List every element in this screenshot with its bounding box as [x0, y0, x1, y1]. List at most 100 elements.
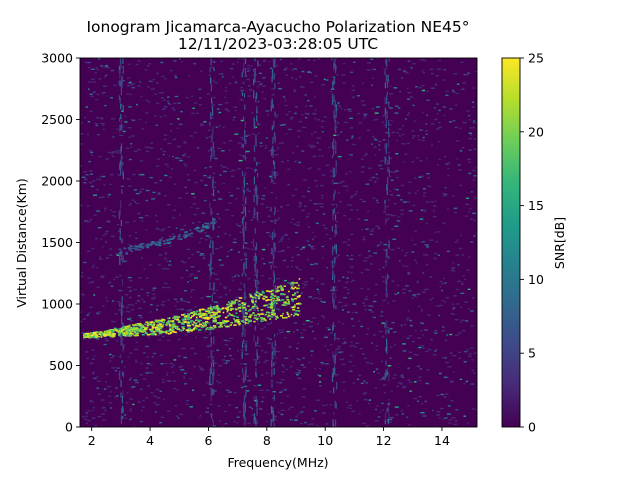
- heatmap-cell: [255, 372, 257, 378]
- heatmap-cell: [262, 341, 264, 344]
- heatmap-cell: [209, 112, 212, 120]
- heatmap-cell: [335, 110, 337, 118]
- heatmap-cell: [302, 282, 305, 285]
- heatmap-cell: [218, 217, 221, 220]
- heatmap-cell: [168, 155, 171, 157]
- heatmap-cell: [431, 297, 434, 299]
- heatmap-cell: [396, 132, 400, 134]
- heatmap-cell: [106, 257, 109, 259]
- heatmap-cell: [236, 187, 240, 190]
- heatmap-cell: [231, 276, 234, 278]
- heatmap-cell: [225, 360, 230, 362]
- heatmap-cell: [364, 382, 367, 384]
- heatmap-cell: [300, 248, 303, 250]
- heatmap-cell: [418, 86, 422, 89]
- heatmap-cell: [414, 80, 417, 83]
- colorbar-tick-label: 5: [528, 346, 536, 361]
- heatmap-cell: [236, 316, 239, 318]
- heatmap-cell: [242, 194, 244, 202]
- heatmap-cell: [214, 320, 217, 323]
- heatmap-cell: [120, 159, 122, 169]
- heatmap-cell: [263, 361, 266, 363]
- heatmap-cell: [437, 127, 441, 129]
- heatmap-cell: [245, 150, 250, 153]
- heatmap-cell: [411, 297, 414, 299]
- heatmap-cell: [88, 88, 90, 90]
- heatmap-cell: [239, 231, 243, 233]
- heatmap-cell: [217, 190, 220, 192]
- heatmap-cell: [327, 328, 331, 331]
- heatmap-cell: [160, 320, 163, 323]
- heatmap-cell: [180, 228, 185, 231]
- heatmap-cell: [228, 202, 232, 204]
- heatmap-cell: [280, 315, 284, 317]
- heatmap-cell: [119, 259, 121, 266]
- heatmap-cell: [152, 348, 157, 350]
- heatmap-cell: [302, 384, 306, 386]
- heatmap-cell: [274, 246, 276, 252]
- heatmap-cell: [190, 273, 194, 275]
- heatmap-cell: [201, 212, 206, 214]
- heatmap-cell: [322, 301, 326, 303]
- heatmap-cell: [155, 330, 158, 332]
- heatmap-cell: [140, 243, 145, 245]
- heatmap-cell: [219, 324, 223, 326]
- heatmap-cell: [385, 325, 387, 335]
- heatmap-cell: [282, 293, 286, 296]
- heatmap-cell: [420, 329, 423, 332]
- heatmap-cell: [335, 348, 337, 356]
- heatmap-cell: [261, 91, 264, 93]
- heatmap-cell: [335, 305, 337, 310]
- heatmap-cell: [150, 88, 154, 90]
- heatmap-cell: [88, 160, 91, 163]
- heatmap-cell: [206, 227, 210, 229]
- heatmap-cell: [142, 417, 147, 419]
- heatmap-cell: [160, 92, 164, 94]
- heatmap-cell: [378, 330, 383, 333]
- heatmap-cell: [136, 202, 140, 205]
- heatmap-cell: [253, 176, 255, 185]
- heatmap-cell: [335, 66, 337, 74]
- heatmap-cell: [170, 366, 174, 368]
- heatmap-cell: [101, 381, 105, 383]
- heatmap-cell: [243, 373, 245, 380]
- heatmap-cell: [148, 63, 151, 65]
- heatmap-cell: [342, 381, 346, 383]
- heatmap-cell: [105, 381, 107, 383]
- heatmap-cell: [223, 320, 226, 322]
- heatmap-cell: [302, 287, 305, 289]
- heatmap-cell: [118, 66, 120, 73]
- heatmap-cell: [420, 241, 425, 243]
- heatmap-cell: [357, 139, 362, 141]
- heatmap-cell: [336, 203, 338, 208]
- heatmap-cell: [202, 224, 205, 226]
- heatmap-cell: [369, 179, 373, 181]
- heatmap-cell: [209, 243, 211, 248]
- heatmap-cell: [200, 369, 205, 371]
- heatmap-cell: [335, 123, 337, 127]
- heatmap-cell: [104, 65, 109, 67]
- heatmap-cell: [210, 326, 213, 329]
- heatmap-cell: [395, 170, 399, 172]
- heatmap-cell: [241, 138, 246, 141]
- heatmap-cell: [269, 318, 272, 320]
- heatmap-cell: [95, 67, 98, 69]
- heatmap-cell: [309, 357, 313, 359]
- heatmap-cell: [127, 127, 132, 129]
- heatmap-cell: [375, 368, 379, 370]
- heatmap-cell: [257, 296, 261, 298]
- heatmap-cell: [310, 277, 314, 280]
- heatmap-cell: [131, 304, 134, 306]
- heatmap-cell: [373, 146, 377, 148]
- heatmap-cell: [127, 318, 131, 320]
- heatmap-cell: [199, 367, 203, 369]
- heatmap-cell: [115, 387, 118, 389]
- heatmap-cell: [234, 321, 238, 323]
- heatmap-cell: [200, 70, 203, 72]
- y-tick-label: 2000: [41, 174, 73, 189]
- heatmap-cell: [119, 229, 121, 235]
- heatmap-cell: [465, 197, 470, 199]
- heatmap-cell: [314, 367, 316, 370]
- heatmap-cell: [116, 340, 119, 342]
